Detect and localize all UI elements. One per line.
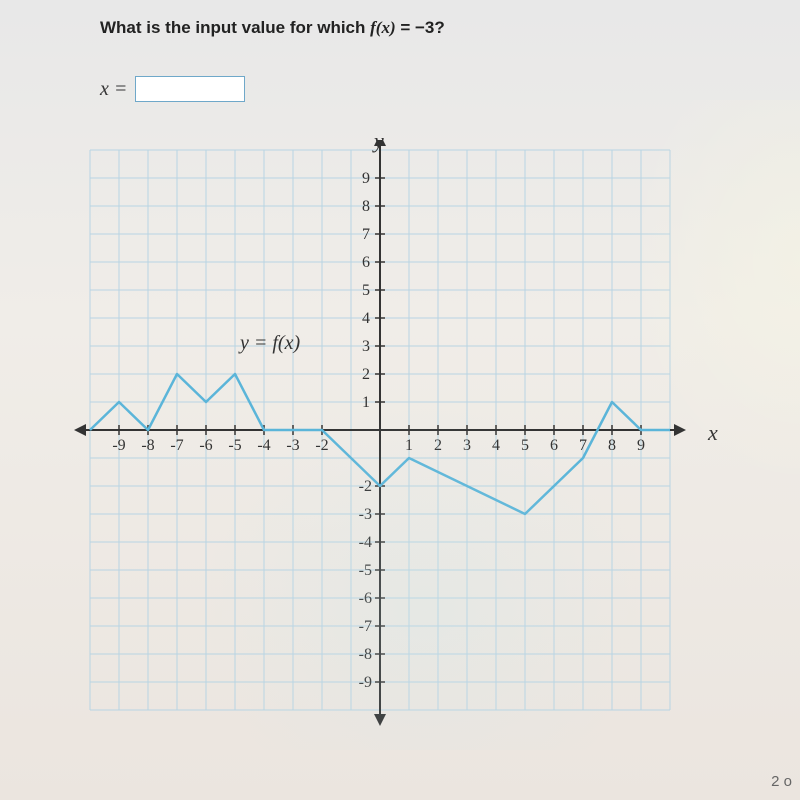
- svg-text:-4: -4: [257, 437, 270, 454]
- svg-text:-8: -8: [141, 437, 154, 454]
- x-axis-label: x: [708, 420, 718, 446]
- answer-input[interactable]: [135, 76, 245, 102]
- svg-text:3: 3: [463, 437, 471, 454]
- svg-text:5: 5: [521, 437, 529, 454]
- question-text: What is the input value for which f(x) =…: [100, 18, 445, 38]
- question-mid: =: [396, 18, 415, 37]
- svg-text:5: 5: [362, 282, 370, 299]
- function-label: y = f(x): [240, 332, 300, 355]
- chart-container: y x y = f(x) -9-8-7-6-5-4-3-212345678912…: [70, 140, 690, 740]
- svg-text:-5: -5: [228, 437, 241, 454]
- svg-text:-2: -2: [315, 437, 328, 454]
- y-axis-label: y: [374, 128, 384, 154]
- svg-text:-9: -9: [112, 437, 125, 454]
- svg-text:1: 1: [362, 394, 370, 411]
- svg-text:7: 7: [362, 226, 370, 243]
- svg-text:-2: -2: [359, 478, 372, 495]
- svg-text:-7: -7: [359, 618, 372, 635]
- function-graph: -9-8-7-6-5-4-3-2123456789123456789-2-3-4…: [70, 140, 730, 740]
- svg-text:-3: -3: [286, 437, 299, 454]
- x-equals-label: x =: [100, 78, 127, 101]
- svg-text:-5: -5: [359, 562, 372, 579]
- svg-text:4: 4: [492, 437, 500, 454]
- question-prefix: What is the input value for which: [100, 18, 370, 37]
- svg-text:-9: -9: [359, 674, 372, 691]
- svg-text:6: 6: [550, 437, 558, 454]
- svg-text:-6: -6: [359, 590, 372, 607]
- svg-text:4: 4: [362, 310, 370, 327]
- svg-text:8: 8: [608, 437, 616, 454]
- svg-text:9: 9: [637, 437, 645, 454]
- question-suffix: ?: [434, 18, 444, 37]
- svg-text:-6: -6: [199, 437, 212, 454]
- svg-text:3: 3: [362, 338, 370, 355]
- question-value: −3: [415, 18, 434, 37]
- svg-text:-7: -7: [170, 437, 183, 454]
- svg-text:1: 1: [405, 437, 413, 454]
- svg-text:8: 8: [362, 198, 370, 215]
- question-func: f(x): [370, 18, 395, 37]
- svg-text:-8: -8: [359, 646, 372, 663]
- svg-text:9: 9: [362, 170, 370, 187]
- svg-text:-4: -4: [359, 534, 372, 551]
- page-number: 2 o: [771, 773, 792, 790]
- svg-text:6: 6: [362, 254, 370, 271]
- answer-row: x =: [100, 76, 245, 102]
- svg-text:2: 2: [362, 366, 370, 383]
- svg-text:-3: -3: [359, 506, 372, 523]
- svg-text:2: 2: [434, 437, 442, 454]
